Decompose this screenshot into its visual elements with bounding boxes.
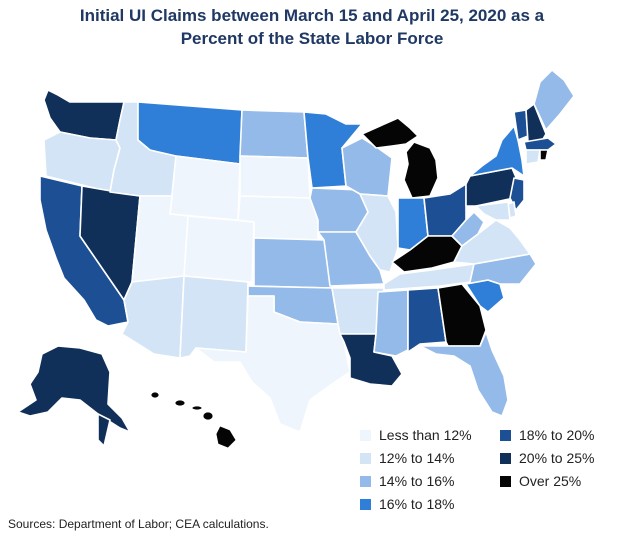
legend-item-over-25: Over 25%	[500, 473, 581, 489]
state-arizona	[121, 275, 185, 359]
state-washington	[43, 89, 125, 141]
state-florida	[419, 331, 509, 417]
map-legend: Less than 12% 12% to 14% 14% to 16% 16% …	[360, 427, 620, 519]
state-north-dakota	[239, 109, 309, 159]
legend-swatch	[360, 429, 371, 441]
legend-item-less-than-12: Less than 12%	[360, 427, 472, 443]
legend-item-18-to-20: 18% to 20%	[500, 427, 595, 443]
legend-item-14-to-16: 14% to 16%	[360, 473, 455, 489]
state-new-mexico	[179, 275, 249, 359]
legend-label: 18% to 20%	[519, 427, 595, 443]
legend-label: 14% to 16%	[379, 473, 455, 489]
legend-swatch	[360, 498, 371, 510]
legend-item-20-to-25: 20% to 25%	[500, 450, 595, 466]
chart-title: Initial UI Claims between March 15 and A…	[0, 4, 624, 50]
state-wisconsin	[341, 137, 393, 197]
state-mississippi	[373, 289, 409, 357]
source-note: Sources: Department of Labor; CEA calcul…	[8, 517, 269, 531]
state-colorado	[183, 215, 255, 283]
legend-label: Less than 12%	[379, 427, 472, 443]
legend-label: 12% to 14%	[379, 450, 455, 466]
state-maine	[533, 69, 575, 131]
state-michigan-upper	[361, 117, 419, 149]
legend-swatch	[500, 475, 511, 487]
legend-item-12-to-14: 12% to 14%	[360, 450, 455, 466]
legend-swatch	[360, 452, 371, 464]
state-west-virginia	[451, 211, 485, 247]
state-hawaii-maui	[202, 411, 214, 421]
legend-label: 20% to 25%	[519, 450, 595, 466]
state-hawaii-big-island	[215, 425, 237, 449]
state-alaska-panhandle	[97, 413, 111, 447]
state-alaska	[17, 345, 131, 433]
title-line-1: Initial UI Claims between March 15 and A…	[79, 6, 545, 25]
state-texas	[195, 295, 351, 433]
title-line-2: Percent of the State Labor Force	[180, 29, 444, 48]
legend-label: Over 25%	[519, 473, 582, 489]
state-illinois	[355, 193, 399, 273]
state-kansas	[253, 237, 333, 289]
state-hawaii-kauai	[150, 391, 160, 399]
state-new-york	[469, 125, 525, 177]
state-wyoming	[169, 155, 241, 221]
legend-swatch	[500, 429, 511, 441]
state-maryland	[475, 201, 511, 221]
state-hawaii-molokai	[191, 405, 203, 411]
state-alabama	[407, 287, 447, 353]
state-rhode-island	[539, 149, 549, 161]
state-south-dakota	[239, 155, 311, 199]
legend-swatch	[500, 452, 511, 464]
state-massachusetts	[523, 137, 557, 151]
state-connecticut	[525, 149, 541, 165]
legend-item-16-to-18: 16% to 18%	[360, 496, 455, 512]
state-michigan	[403, 141, 439, 199]
legend-label: 16% to 18%	[379, 496, 455, 512]
state-hawaii-oahu	[174, 399, 186, 407]
legend-swatch	[360, 475, 371, 487]
